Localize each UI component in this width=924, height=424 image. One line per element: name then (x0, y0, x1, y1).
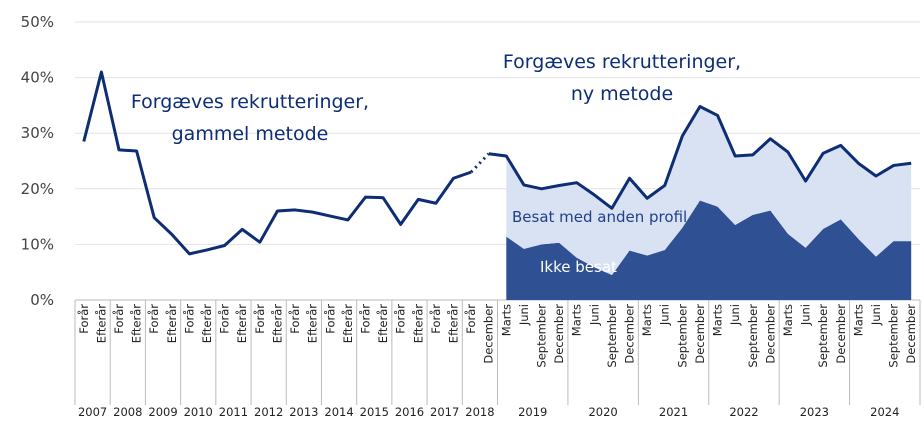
year-label: 2008 (113, 405, 142, 419)
connector (470, 152, 490, 174)
x-tick-label: Marts (781, 304, 795, 336)
x-tick-label: Efterår (165, 304, 179, 343)
x-tick-label: September (746, 304, 760, 368)
year-label: 2020 (588, 405, 617, 419)
x-tick-label: Forår (253, 304, 267, 334)
x-tick-label: Forår (77, 304, 91, 334)
year-label: 2010 (184, 405, 213, 419)
x-tick-label: Marts (570, 304, 584, 336)
area (506, 200, 912, 300)
x-tick-label: Forår (323, 304, 337, 334)
year-label: 2018 (465, 405, 494, 419)
year-label: 2017 (430, 405, 459, 419)
year-label: 2013 (289, 405, 318, 419)
x-tick-label: December (904, 304, 918, 364)
x-tick-label: Juni (587, 304, 601, 326)
x-tick-label: December (763, 304, 777, 364)
x-tick-label: Efterår (411, 304, 425, 343)
area-label: Ikke besat (540, 258, 617, 276)
x-tick-label: Efterår (341, 304, 355, 343)
x-tick-label: September (535, 304, 549, 368)
year-label: 2021 (659, 405, 688, 419)
x-tick-label: Efterår (306, 304, 320, 343)
x-tick-label: Forår (182, 304, 196, 334)
y-tick-label: 50% (21, 13, 54, 31)
area (506, 106, 912, 275)
x-tick-label: December (623, 304, 637, 364)
y-tick-label: 30% (21, 124, 54, 142)
annotation: Forgæves rekrutteringer, (131, 91, 369, 113)
y-tick-label: 0% (30, 291, 54, 309)
y-tick-label: 40% (21, 69, 54, 87)
x-tick-label: December (693, 304, 707, 364)
x-tick-label: Juni (869, 304, 883, 326)
x-tick-label: Forår (358, 304, 372, 334)
x-tick-label: Efterår (130, 304, 144, 343)
x-tick-label: September (675, 304, 689, 368)
x-tick-label: Forår (429, 304, 443, 334)
x-tick-label: Marts (640, 304, 654, 336)
x-tick-label: Forår (218, 304, 232, 334)
year-label: 2012 (254, 405, 283, 419)
year-label: 2009 (148, 405, 177, 419)
x-tick-label: Efterår (376, 304, 390, 343)
x-tick-label: Forår (147, 304, 161, 334)
x-tick-label: Forår (464, 304, 478, 334)
x-tick-label: Juni (799, 304, 813, 326)
y-tick-label: 20% (21, 180, 54, 198)
x-tick-label: Efterår (235, 304, 249, 343)
year-label: 2019 (518, 405, 547, 419)
x-tick-label: Forår (112, 304, 126, 334)
x-tick-label: Forår (394, 304, 408, 334)
x-tick-label: Juni (728, 304, 742, 326)
x-tick-label: September (887, 304, 901, 368)
x-tick-label: Efterår (200, 304, 214, 343)
annotation: ny metode (571, 83, 673, 105)
line (82, 70, 472, 256)
x-tick-label: Efterår (94, 304, 108, 343)
year-label: 2015 (360, 405, 389, 419)
x-tick-label: Juni (517, 304, 531, 326)
year-label: 2022 (729, 405, 758, 419)
x-tick-label: Marts (499, 304, 513, 336)
x-tick-label: December (552, 304, 566, 364)
area-label: Besat med anden profil (512, 208, 687, 226)
x-tick-label: Efterår (446, 304, 460, 343)
x-tick-label: Juni (658, 304, 672, 326)
year-label: 2007 (78, 405, 107, 419)
year-label: 2011 (219, 405, 248, 419)
line (488, 105, 912, 210)
x-tick-label: Marts (711, 304, 725, 336)
x-tick-label: Forår (288, 304, 302, 334)
x-tick-label: Efterår (270, 304, 284, 343)
year-label: 2014 (324, 405, 353, 419)
x-tick-label: Marts (851, 304, 865, 336)
x-tick-label: December (834, 304, 848, 364)
x-tick-label: September (816, 304, 830, 368)
year-label: 2023 (800, 405, 829, 419)
annotation: Forgæves rekrutteringer, (503, 51, 741, 73)
annotation: gammel metode (172, 123, 329, 145)
y-tick-label: 10% (21, 235, 54, 253)
year-label: 2024 (870, 405, 899, 419)
x-tick-label: December (482, 304, 496, 364)
x-tick-label: September (605, 304, 619, 368)
year-label: 2016 (395, 405, 424, 419)
